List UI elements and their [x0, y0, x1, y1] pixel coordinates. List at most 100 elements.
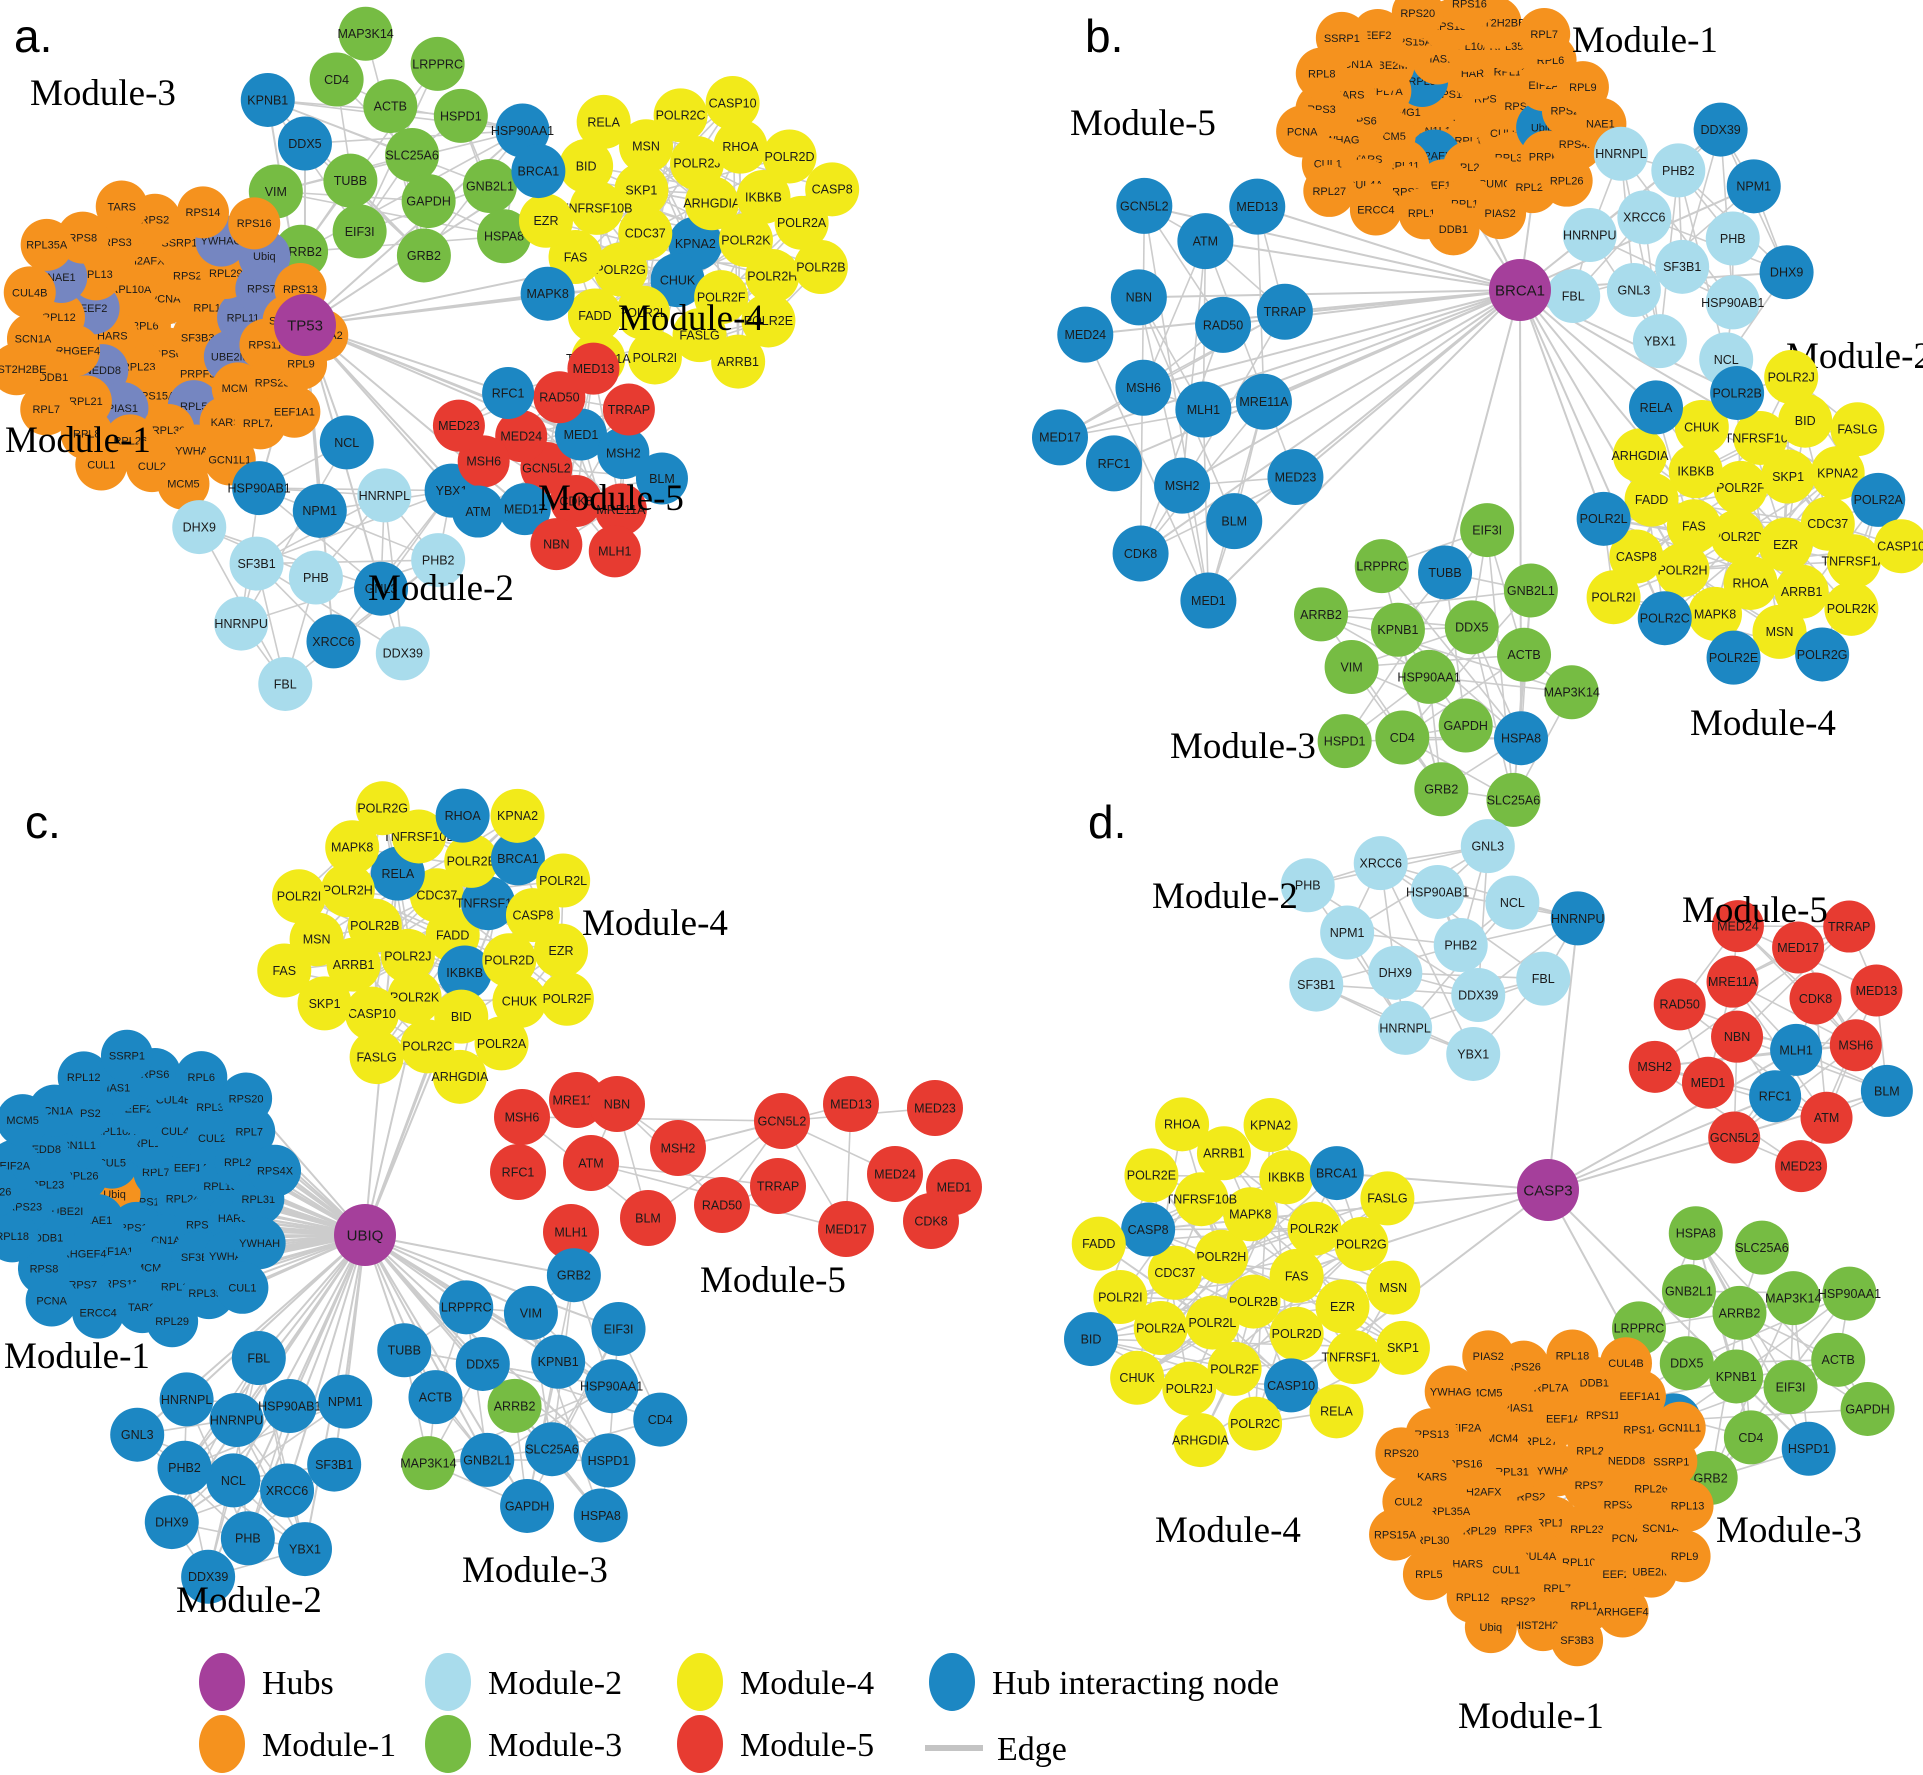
node-HSP90AB1[interactable]	[232, 461, 287, 516]
node-NCL[interactable]	[1485, 875, 1540, 930]
node-MSH2[interactable]	[650, 1120, 706, 1176]
node-ARRB1[interactable]	[1774, 564, 1829, 619]
node-POLR2L[interactable]	[615, 285, 670, 340]
node-CASP10[interactable]	[705, 76, 760, 131]
node-SLC25A6[interactable]	[524, 1422, 579, 1477]
node-KPNB1[interactable]	[240, 72, 295, 127]
node-FASLG[interactable]	[1830, 402, 1885, 457]
node-POLR2G[interactable]	[1334, 1216, 1389, 1271]
node-MED24[interactable]	[1057, 306, 1114, 363]
node-Ubiq[interactable]	[1464, 1601, 1517, 1654]
node-FADD[interactable]	[1071, 1216, 1126, 1271]
node-KPNB1[interactable]	[531, 1334, 586, 1389]
node-MSN[interactable]	[1366, 1260, 1421, 1315]
node-GCN5L2[interactable]	[1116, 177, 1173, 234]
node-IKBKB[interactable]	[1259, 1150, 1314, 1205]
node-CASP10[interactable]	[1264, 1358, 1319, 1413]
node-POLR2C[interactable]	[1637, 591, 1692, 646]
node-POLR2G[interactable]	[1795, 627, 1850, 682]
node-PHB[interactable]	[1280, 858, 1335, 913]
node-MED24[interactable]	[495, 410, 548, 463]
node-EIF3I[interactable]	[1763, 1360, 1818, 1415]
node-TRRAP[interactable]	[750, 1158, 806, 1214]
node-HNRNPL[interactable]	[1378, 1000, 1433, 1055]
node-CHUK[interactable]	[492, 974, 547, 1029]
node-POLR2B[interactable]	[1226, 1274, 1281, 1329]
node-RPS26[interactable]	[0, 1166, 20, 1218]
node-POLR2A[interactable]	[1851, 472, 1906, 527]
node-FADD[interactable]	[567, 288, 622, 343]
node-MRE11A[interactable]	[594, 483, 647, 536]
node-MAPK8[interactable]	[1223, 1187, 1278, 1242]
node-HNRNPL[interactable]	[1593, 126, 1648, 181]
node-POLR2I[interactable]	[1586, 570, 1641, 625]
node-HNRNPL[interactable]	[357, 468, 412, 523]
node-RPS20[interactable]	[220, 1072, 273, 1125]
node-SKP1[interactable]	[1761, 449, 1816, 504]
node-POLR2F[interactable]	[1207, 1341, 1262, 1396]
node-KPNB1[interactable]	[1370, 602, 1425, 657]
node-EZR[interactable]	[1315, 1279, 1370, 1334]
node-MSH2[interactable]	[1628, 1040, 1681, 1093]
node-SLC25A6[interactable]	[1734, 1220, 1789, 1275]
node-RPL13[interactable]	[1661, 1479, 1714, 1532]
node-XRCC6[interactable]	[260, 1463, 315, 1518]
node-ACTB[interactable]	[363, 79, 418, 134]
node-PIAS2[interactable]	[1474, 187, 1527, 240]
node-MAP3K14[interactable]	[1766, 1271, 1821, 1326]
node-ACTB[interactable]	[1811, 1332, 1866, 1387]
node-RELA[interactable]	[576, 94, 631, 149]
node-POLR2E[interactable]	[444, 833, 499, 888]
node-HSPA8[interactable]	[573, 1488, 628, 1543]
node-CASP10[interactable]	[1874, 519, 1923, 574]
node-MCM5[interactable]	[157, 457, 210, 510]
node-GNL3[interactable]	[110, 1407, 165, 1462]
node-EIF3I[interactable]	[1460, 503, 1515, 558]
node-RPS15A[interactable]	[1369, 1508, 1422, 1561]
node-NCL[interactable]	[206, 1453, 261, 1508]
node-RAD50[interactable]	[1195, 296, 1252, 353]
node-BLM[interactable]	[1860, 1064, 1913, 1117]
node-HSPD1[interactable]	[433, 88, 488, 143]
node-RPL9[interactable]	[1658, 1530, 1711, 1583]
node-SF3B1[interactable]	[1289, 957, 1344, 1012]
node-GRB2[interactable]	[396, 228, 451, 283]
node-NPM1[interactable]	[1726, 159, 1781, 214]
node-ARHGDIA[interactable]	[1612, 428, 1667, 483]
node-MED1[interactable]	[1681, 1056, 1734, 1109]
node-MED17[interactable]	[1031, 409, 1088, 466]
node-RPL12[interactable]	[57, 1051, 110, 1104]
node-ACTB[interactable]	[1497, 627, 1552, 682]
node-POLR2J[interactable]	[670, 136, 725, 191]
node-POLR2H[interactable]	[1655, 542, 1710, 597]
node-TNFRSF1A[interactable]	[461, 876, 516, 931]
node-PHB[interactable]	[220, 1511, 275, 1566]
node-CD4[interactable]	[633, 1392, 688, 1447]
node-BLM[interactable]	[635, 452, 688, 505]
node-MAP3K14[interactable]	[401, 1436, 456, 1491]
node-RAD50[interactable]	[694, 1177, 750, 1233]
node-TNFRSF10B[interactable]	[569, 180, 624, 235]
node-ERCC4[interactable]	[1349, 183, 1402, 236]
node-MED17[interactable]	[818, 1201, 874, 1257]
node-HSP90AA1[interactable]	[1402, 649, 1457, 704]
node-ACTB[interactable]	[408, 1370, 463, 1425]
node-RAD50[interactable]	[533, 371, 586, 424]
node-HSP90AB1[interactable]	[262, 1378, 317, 1433]
node-POLR2J[interactable]	[1764, 350, 1819, 405]
node-CASP8[interactable]	[1121, 1202, 1176, 1257]
node-HNRNPU[interactable]	[209, 1393, 264, 1448]
node-PCNA[interactable]	[1276, 105, 1329, 158]
node-SF3B1[interactable]	[229, 536, 284, 591]
node-DDX5[interactable]	[277, 116, 332, 171]
node-POLR2J[interactable]	[1162, 1361, 1217, 1416]
node-MRE11A[interactable]	[1235, 373, 1292, 430]
node-MLH1[interactable]	[543, 1204, 599, 1260]
node-SSRP1[interactable]	[1315, 11, 1368, 64]
node-ARHGDIA[interactable]	[432, 1049, 487, 1104]
node-LRPPRC[interactable]	[439, 1280, 494, 1335]
node-BID[interactable]	[1778, 393, 1833, 448]
node-DHX9[interactable]	[1368, 945, 1423, 1000]
node-FAS[interactable]	[548, 230, 603, 285]
node-MAP3K14[interactable]	[338, 6, 393, 61]
